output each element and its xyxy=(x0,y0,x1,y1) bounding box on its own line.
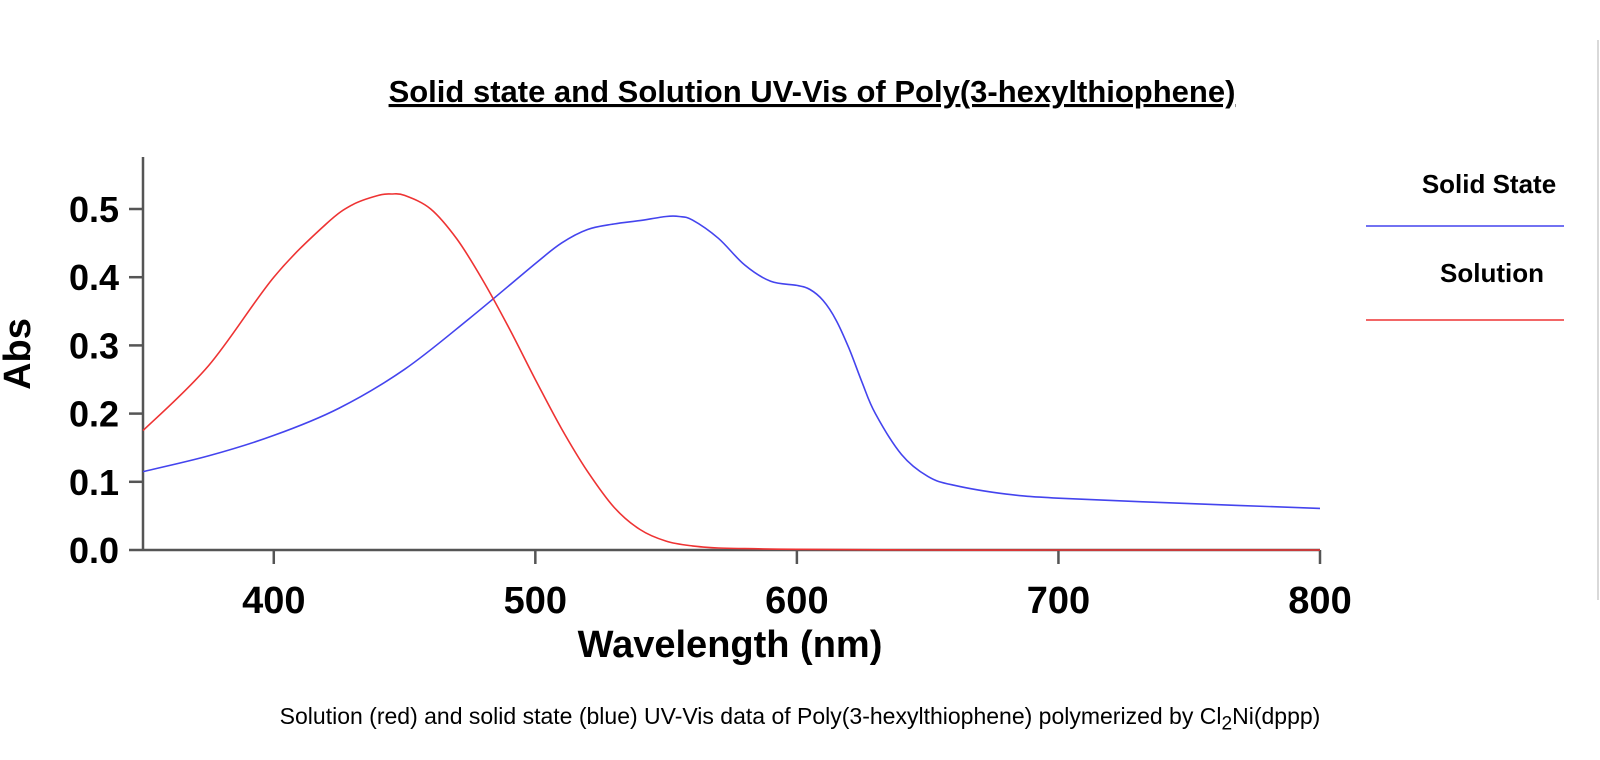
caption-subscript: 2 xyxy=(1221,713,1233,735)
y-tick-label: 0.2 xyxy=(69,394,119,435)
y-tick-label: 0.4 xyxy=(69,257,119,298)
x-tick-label: 800 xyxy=(1288,580,1351,622)
x-tick-label: 700 xyxy=(1027,580,1090,622)
series-layer xyxy=(142,192,1321,551)
x-tick-label: 400 xyxy=(242,580,305,622)
y-axis-label: Abs xyxy=(0,318,39,390)
legend-label-solid-state: Solid State xyxy=(1422,169,1556,199)
caption-text-end: Ni(dppp) xyxy=(1232,703,1321,729)
axes xyxy=(141,157,1320,552)
series-line-solution xyxy=(142,192,1320,551)
series-line-solid-state xyxy=(142,215,1321,510)
x-tick-label: 500 xyxy=(504,580,567,622)
legend: Solid State Solution xyxy=(1366,169,1564,321)
chart-title: Solid state and Solution UV-Vis of Poly(… xyxy=(389,74,1236,109)
y-tick-label: 0.3 xyxy=(69,325,119,366)
legend-label-solution: Solution xyxy=(1440,258,1544,288)
x-axis-ticks: 400 500 600 700 800 xyxy=(242,550,1352,622)
y-tick-label: 0.1 xyxy=(69,462,119,503)
x-axis-label: Wavelength (nm) xyxy=(578,624,883,666)
y-tick-label: 0.0 xyxy=(69,530,119,571)
caption-text: Solution (red) and solid state (blue) UV… xyxy=(279,703,1222,729)
right-border xyxy=(1597,40,1599,600)
x-tick-label: 600 xyxy=(765,580,828,622)
y-axis-ticks: 0.0 0.1 0.2 0.3 0.4 0.5 xyxy=(69,189,143,571)
figure-caption: Solution (red) and solid state (blue) UV… xyxy=(0,703,1600,736)
y-tick-label: 0.5 xyxy=(69,189,119,230)
